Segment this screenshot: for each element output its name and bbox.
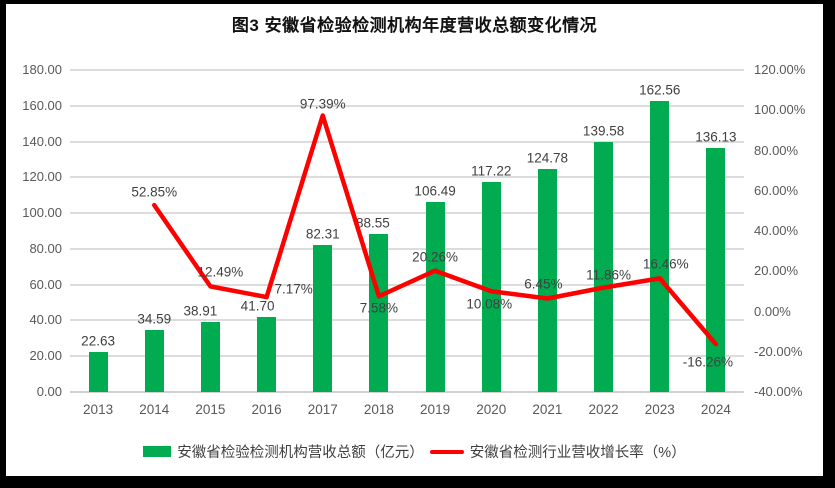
bar-2020 xyxy=(481,182,501,392)
line-value-label: 6.45% xyxy=(524,276,563,292)
left-axis-tick: 60.00 xyxy=(29,276,62,292)
line-value-label: 12.49% xyxy=(197,264,244,280)
line-value-label: 11.86% xyxy=(586,267,631,283)
bar-2019 xyxy=(425,201,445,392)
line-value-label: 7.58% xyxy=(359,300,399,316)
bar-value-label: 106.49 xyxy=(414,183,456,198)
line-series-swatch-icon xyxy=(429,449,464,454)
line-value-label: 20.26% xyxy=(412,249,458,265)
right-axis-tick: 40.00% xyxy=(754,223,799,238)
right-axis-tick: 20.00% xyxy=(754,263,799,279)
legend: 安徽省检验检测机构营收总额（亿元） 安徽省检测行业营收增长率（%） xyxy=(6,441,823,462)
left-axis-tick: 80.00 xyxy=(29,240,62,256)
gridline xyxy=(70,247,744,250)
right-axis-tick: 80.00% xyxy=(754,142,799,158)
left-axis-tick: 0.00 xyxy=(36,384,62,399)
line-value-label: 97.39% xyxy=(299,96,346,111)
right-axis-tick: 0.00% xyxy=(754,303,791,319)
x-axis-label: 2017 xyxy=(307,402,338,417)
left-axis-tick: 40.00 xyxy=(29,312,62,328)
x-axis-label: 2020 xyxy=(476,402,507,417)
legend-item-revenue: 安徽省检验检测机构营收总额（亿元） xyxy=(143,441,424,462)
legend-label-revenue: 安徽省检验检测机构营收总额（亿元） xyxy=(177,445,424,461)
gridline xyxy=(70,104,744,107)
line-value-label: 52.85% xyxy=(131,184,178,200)
bar-2015 xyxy=(200,322,220,392)
x-axis-label: 2018 xyxy=(363,402,394,417)
left-axis-tick: 160.00 xyxy=(22,97,62,113)
right-axis-tick: 120.00% xyxy=(754,62,806,77)
gridline xyxy=(70,176,744,179)
left-axis-tick: 140.00 xyxy=(22,133,62,149)
chart-background: 图3 安徽省检验检测机构年度营收总额变化情况 180.00 160.00 140.0… xyxy=(6,4,823,476)
left-axis-tick: 20.00 xyxy=(29,348,62,364)
gridline xyxy=(70,140,744,143)
gridline xyxy=(70,212,744,215)
gridline xyxy=(70,355,744,358)
x-axis-line xyxy=(70,391,744,393)
bar-2023 xyxy=(650,101,670,392)
left-axis-tick: 120.00 xyxy=(22,169,62,185)
right-axis-tick: 100.00% xyxy=(754,102,806,118)
left-axis-tick: 180.00 xyxy=(22,62,62,77)
plot-area xyxy=(70,69,744,393)
bar-value-label: 82.31 xyxy=(305,226,340,242)
bar-value-label: 38.91 xyxy=(183,303,218,319)
right-axis-tick: -40.00% xyxy=(754,384,803,399)
bar-series-swatch-icon xyxy=(143,446,172,457)
x-axis-label: 2014 xyxy=(139,402,170,417)
chart-title: 图3 安徽省检验检测机构年度营收总额变化情况 xyxy=(231,16,598,35)
line-value-label: 16.46% xyxy=(642,256,689,272)
right-axis-tick: 60.00% xyxy=(754,182,799,198)
bar-value-label: 88.55 xyxy=(356,215,390,231)
bar-2016 xyxy=(257,317,277,392)
x-axis-label: 2015 xyxy=(195,402,226,417)
x-axis-label: 2013 xyxy=(83,402,114,417)
bar-value-label: 139.58 xyxy=(582,123,625,139)
bar-2014 xyxy=(144,330,164,392)
line-value-label: -16.26% xyxy=(682,354,734,370)
right-axis-tick: -20.00% xyxy=(754,343,803,359)
x-axis-label: 2016 xyxy=(251,402,282,417)
bar-value-label: 41.70 xyxy=(240,298,275,314)
legend-item-growth: 安徽省检测行业营收增长率（%） xyxy=(429,441,686,462)
legend-label-growth: 安徽省检测行业营收增长率（%） xyxy=(469,445,686,461)
x-axis-label: 2021 xyxy=(532,402,563,417)
gridline xyxy=(70,283,744,286)
line-value-label: 7.17% xyxy=(274,281,313,297)
x-axis-label: 2022 xyxy=(588,402,619,417)
bar-2017 xyxy=(313,244,333,392)
bar-value-label: 124.78 xyxy=(526,150,569,166)
bar-value-label: 162.56 xyxy=(639,82,681,98)
bar-value-label: 34.59 xyxy=(137,311,172,327)
x-axis-label: 2023 xyxy=(644,402,675,417)
x-axis-label: 2019 xyxy=(420,402,451,417)
bar-value-label: 136.13 xyxy=(695,129,737,145)
bar-value-label: 117.22 xyxy=(471,163,512,179)
x-axis-label: 2024 xyxy=(700,402,731,417)
line-value-label: 10.08% xyxy=(466,296,513,312)
left-axis-tick: 100.00 xyxy=(22,205,62,221)
bar-value-label: 22.63 xyxy=(81,333,115,349)
gridline xyxy=(70,69,744,71)
bar-2013 xyxy=(88,351,108,392)
